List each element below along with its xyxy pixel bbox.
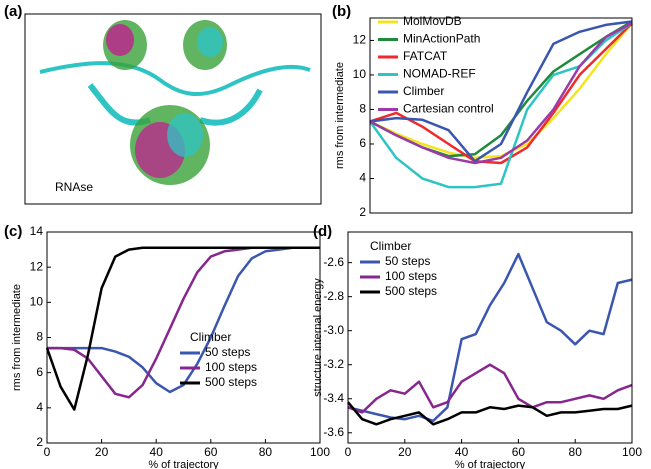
data-line — [369, 20, 633, 163]
y-tick-label: 12 — [353, 33, 367, 47]
data-line — [45, 246, 320, 411]
y-tick-label: 10 — [30, 295, 44, 309]
domain — [167, 113, 203, 157]
panel-label: (a) — [4, 3, 22, 20]
y-axis-label: rms from intermediate — [11, 284, 23, 391]
plot-frame — [347, 231, 633, 444]
data-line — [369, 22, 633, 165]
legend-label: MolMovDB — [403, 14, 462, 28]
x-tick-label: 80 — [259, 445, 273, 459]
y-tick-label: 12 — [30, 259, 44, 273]
x-tick-label: 20 — [95, 445, 109, 459]
legend-label: NOMAD-REF — [403, 67, 476, 81]
y-tick-label: 4 — [36, 400, 43, 414]
y-tick-label: 2 — [359, 205, 366, 219]
y-axis-label: structure internal energy — [312, 278, 324, 397]
x-tick-label: 40 — [150, 445, 164, 459]
y-tick-label: -3.4 — [323, 391, 344, 405]
data-line — [47, 246, 320, 394]
x-tick-label: 100 — [622, 445, 642, 459]
ribbon — [39, 61, 311, 97]
ribbon — [199, 88, 263, 126]
x-tick-label: 100 — [310, 445, 330, 459]
legend-title: Climber — [190, 330, 231, 344]
y-tick-label: 6 — [36, 365, 43, 379]
legend-title: Climber — [370, 239, 411, 253]
x-tick-label: 60 — [512, 445, 526, 459]
x-tick-label: 60 — [204, 445, 218, 459]
y-tick-label: 4 — [359, 171, 366, 185]
legend-label: MinActionPath — [403, 32, 480, 46]
legend-label: Climber — [403, 84, 444, 98]
legend-label: 50 steps — [385, 254, 430, 268]
legend-label: 500 steps — [205, 375, 257, 389]
y-tick-label: 8 — [359, 102, 366, 116]
data-line — [369, 22, 633, 165]
legend-label: 50 steps — [205, 345, 250, 359]
data-line — [347, 401, 633, 426]
x-axis-label: % of trajectory — [455, 459, 526, 469]
y-axis-label: rms from intermediate — [334, 62, 346, 169]
legend-label: 100 steps — [205, 360, 257, 374]
panel-label: (c) — [4, 223, 22, 240]
y-tick-label: 8 — [36, 330, 43, 344]
legend-label: FATCAT — [403, 49, 448, 63]
image-label: RNAse — [55, 180, 93, 194]
x-tick-label: 0 — [345, 445, 352, 459]
y-tick-label: 10 — [353, 67, 367, 81]
legend-label: 100 steps — [385, 269, 437, 283]
x-tick-label: 20 — [398, 445, 412, 459]
y-tick-label: 14 — [30, 224, 44, 238]
y-tick-label: -3.0 — [323, 323, 344, 337]
panel-label: (b) — [332, 3, 351, 20]
x-tick-label: 0 — [44, 445, 51, 459]
y-tick-label: -3.6 — [323, 425, 344, 439]
x-tick-label: 80 — [569, 445, 583, 459]
x-axis-label: % of trajectory — [148, 459, 219, 469]
plot-frame — [46, 231, 321, 444]
protein-image: RNAse — [24, 13, 322, 205]
panel-label: (d) — [313, 223, 332, 240]
plot-frame — [369, 17, 633, 214]
y-tick-label: -2.6 — [323, 255, 344, 269]
y-tick-label: -2.8 — [323, 289, 344, 303]
x-tick-label: 40 — [455, 445, 469, 459]
data-line — [47, 246, 320, 399]
data-line — [369, 22, 633, 160]
y-tick-label: -3.2 — [323, 357, 344, 371]
domain — [106, 24, 134, 56]
domain — [197, 27, 223, 57]
legend-label: 500 steps — [385, 284, 437, 298]
y-tick-label: 2 — [36, 435, 43, 449]
legend-label: Cartesian control — [403, 102, 494, 116]
y-tick-label: 6 — [359, 136, 366, 150]
data-line — [347, 363, 633, 414]
